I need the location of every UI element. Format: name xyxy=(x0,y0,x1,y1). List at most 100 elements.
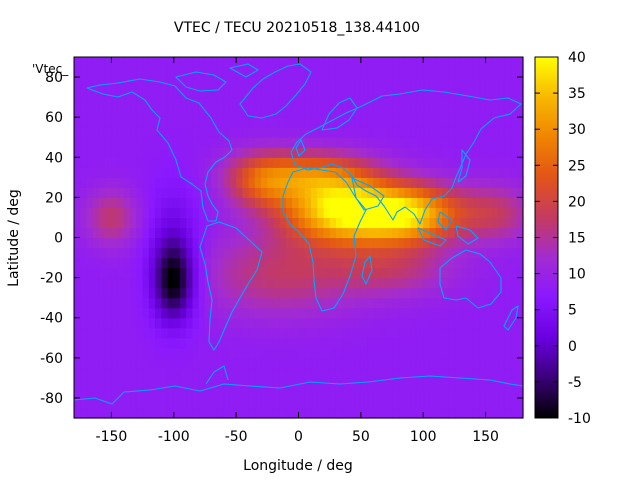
heatmap-cell xyxy=(86,157,94,168)
heatmap-cell xyxy=(74,227,81,239)
heatmap-cell xyxy=(429,117,437,128)
heatmap-cell xyxy=(155,397,162,409)
heatmap-cell xyxy=(211,297,219,309)
heatmap-cell xyxy=(204,177,212,188)
heatmap-cell xyxy=(498,217,505,229)
heatmap-cell xyxy=(485,157,493,168)
heatmap-cell xyxy=(479,347,487,359)
heatmap-cell xyxy=(504,327,512,339)
heatmap-cell xyxy=(292,187,300,198)
heatmap-cell xyxy=(448,217,456,229)
heatmap-cell xyxy=(267,57,275,68)
heatmap-cell xyxy=(211,347,219,359)
heatmap-cell xyxy=(398,297,406,309)
heatmap-cell xyxy=(105,367,113,379)
heatmap-cell xyxy=(310,407,318,419)
heatmap-cell xyxy=(435,57,443,68)
heatmap-cell xyxy=(498,177,505,188)
heatmap-cell xyxy=(273,227,281,239)
y-tick-label: 80 xyxy=(45,70,63,86)
heatmap-cell xyxy=(248,197,256,209)
heatmap-cell xyxy=(286,327,293,339)
heatmap-cell xyxy=(261,217,268,229)
heatmap-cell xyxy=(123,207,131,219)
heatmap-cell xyxy=(460,237,468,249)
heatmap-cell xyxy=(161,197,169,209)
heatmap-cell xyxy=(279,67,287,78)
heatmap-cell xyxy=(198,337,206,349)
heatmap-cell xyxy=(74,387,81,399)
heatmap-cell xyxy=(261,277,268,289)
heatmap-cell xyxy=(217,407,225,419)
heatmap-cell xyxy=(448,157,456,168)
heatmap-cell xyxy=(298,337,306,349)
heatmap-cell xyxy=(304,297,312,309)
heatmap-cell xyxy=(454,177,462,188)
heatmap-cell xyxy=(117,277,125,289)
colorbar-tick-label: 35 xyxy=(568,86,586,102)
heatmap-cell xyxy=(423,247,431,259)
heatmap-cell xyxy=(161,257,169,269)
heatmap-cell xyxy=(186,307,194,319)
heatmap-cell xyxy=(148,127,156,138)
heatmap-cell xyxy=(510,77,518,88)
heatmap-cell xyxy=(92,327,100,339)
heatmap-cell xyxy=(335,147,343,158)
heatmap-cell xyxy=(123,77,131,88)
heatmap-cell xyxy=(485,387,493,399)
heatmap-cell xyxy=(329,217,337,229)
heatmap-cell xyxy=(373,347,381,359)
heatmap-cell xyxy=(292,287,300,299)
heatmap-cell xyxy=(392,337,399,349)
heatmap-cell xyxy=(416,147,424,158)
heatmap-cell xyxy=(385,337,393,349)
heatmap-cell xyxy=(98,257,106,269)
heatmap-cell xyxy=(123,107,131,118)
heatmap-cell xyxy=(448,287,456,299)
heatmap-cell xyxy=(279,137,287,148)
heatmap-cell xyxy=(410,117,418,128)
heatmap-cell xyxy=(491,367,499,379)
heatmap-cell xyxy=(217,147,225,158)
heatmap-cell xyxy=(211,247,219,259)
heatmap-cell xyxy=(485,57,493,68)
heatmap-cell xyxy=(385,247,393,259)
heatmap-cell xyxy=(204,407,212,419)
heatmap-cell xyxy=(298,107,306,118)
heatmap-cell xyxy=(348,57,356,68)
heatmap-cell xyxy=(342,317,349,329)
heatmap-cell xyxy=(416,257,424,269)
heatmap-cell xyxy=(242,57,250,68)
heatmap-cell xyxy=(223,387,231,399)
heatmap-cell xyxy=(473,77,480,88)
heatmap-cell xyxy=(123,227,131,239)
heatmap-cell xyxy=(435,257,443,269)
heatmap-cell xyxy=(367,177,374,188)
heatmap-cell xyxy=(485,87,493,98)
heatmap-cell xyxy=(173,407,181,419)
heatmap-cell xyxy=(416,187,424,198)
heatmap-cell xyxy=(479,387,487,399)
heatmap-cell xyxy=(105,147,113,158)
heatmap-cell xyxy=(460,117,468,128)
heatmap-cell xyxy=(367,307,374,319)
heatmap-cell xyxy=(323,207,331,219)
heatmap-cell xyxy=(211,87,219,98)
heatmap-cell xyxy=(292,177,300,188)
heatmap-cell xyxy=(373,407,381,419)
heatmap-cell xyxy=(267,187,275,198)
heatmap-cell xyxy=(491,387,499,399)
heatmap-cell xyxy=(211,127,219,138)
heatmap-cell xyxy=(510,327,518,339)
heatmap-cell xyxy=(74,237,81,249)
heatmap-cell xyxy=(273,97,281,108)
heatmap-cell xyxy=(229,157,237,168)
heatmap-cell xyxy=(117,337,125,349)
heatmap-cell xyxy=(491,187,499,198)
heatmap-cell xyxy=(329,157,337,168)
heatmap-cell xyxy=(329,147,337,158)
heatmap-cell xyxy=(198,287,206,299)
heatmap-cell xyxy=(105,317,113,329)
heatmap-cell xyxy=(105,67,113,78)
